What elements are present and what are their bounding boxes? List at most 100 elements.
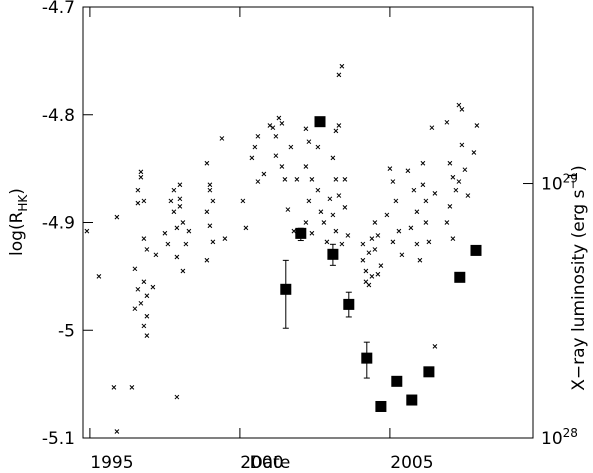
cross-point: [180, 220, 186, 225]
cross-point: [183, 241, 189, 247]
cross-point: [210, 198, 216, 204]
cross-point: [390, 179, 396, 184]
cross-point: [114, 214, 120, 220]
cross-point: [144, 293, 150, 299]
cross-point: [363, 268, 369, 274]
x-axis-label: Date: [250, 453, 291, 473]
cross-point: [261, 171, 267, 177]
cross-point: [414, 241, 420, 247]
square-point: [314, 116, 326, 128]
square-point: [470, 244, 482, 256]
y-tick-label: -4.7: [42, 0, 75, 18]
cross-point: [162, 230, 168, 236]
square-point: [343, 298, 355, 310]
cross-point: [474, 123, 480, 128]
cross-point: [135, 187, 141, 193]
cross-point: [177, 196, 183, 202]
cross-point: [144, 313, 150, 319]
cross-point: [327, 196, 333, 202]
cross-point: [372, 247, 378, 252]
cross-point: [411, 187, 417, 193]
cross-point: [165, 241, 171, 247]
cross-point: [249, 155, 255, 161]
cross-point: [375, 233, 381, 238]
y-axis-label: log(RHK): [7, 188, 30, 256]
cross-point: [132, 306, 138, 312]
cross-point: [360, 241, 366, 247]
cross-point: [273, 133, 279, 139]
cross-point: [378, 263, 384, 268]
cross-point: [279, 164, 285, 169]
cross-point: [459, 142, 465, 148]
cross-point: [330, 155, 336, 161]
cross-point: [432, 344, 438, 349]
cross-point: [309, 177, 315, 182]
cross-point: [306, 139, 312, 145]
cross-point: [279, 121, 285, 126]
cross-point: [339, 63, 345, 69]
square-point: [280, 283, 292, 295]
x-tick-label: 1995: [90, 453, 133, 473]
cross-point: [207, 187, 213, 193]
cross-point: [267, 123, 273, 128]
cross-point: [393, 198, 399, 204]
cross-point: [252, 144, 258, 150]
cross-point: [384, 212, 390, 218]
cross-point: [324, 239, 330, 245]
cross-point: [444, 220, 450, 225]
cross-point: [255, 133, 261, 139]
cross-point: [282, 177, 288, 182]
cross-point: [144, 247, 150, 252]
cross-point: [273, 153, 279, 159]
cross-point: [303, 164, 309, 169]
cross-point: [114, 429, 120, 434]
cross-point: [432, 191, 438, 196]
y-tick-label: -4.9: [42, 214, 75, 234]
cross-point: [471, 150, 477, 155]
cross-point: [210, 239, 216, 245]
cross-point: [174, 254, 180, 260]
cross-point: [135, 200, 141, 206]
cross-point: [414, 209, 420, 215]
square-point: [361, 352, 373, 364]
cross-point: [171, 209, 177, 215]
cross-point: [204, 160, 210, 166]
cross-point: [177, 182, 183, 188]
cross-point: [135, 286, 141, 292]
cross-point: [303, 220, 309, 225]
cross-point: [315, 187, 321, 193]
cross-point: [291, 228, 297, 234]
cross-point: [141, 279, 147, 285]
cross-point: [141, 198, 147, 204]
cross-point: [456, 179, 462, 184]
cross-point: [342, 205, 348, 210]
cross-point: [333, 128, 339, 134]
cross-point: [399, 252, 405, 258]
cross-point: [339, 241, 345, 247]
cross-point: [138, 174, 144, 180]
cross-point: [450, 236, 456, 242]
cross-point: [270, 125, 276, 131]
cross-point: [180, 268, 186, 274]
cross-point: [150, 284, 156, 290]
cross-point: [333, 177, 339, 182]
cross-point: [453, 187, 459, 193]
cross-point: [447, 203, 453, 209]
cross-point: [420, 182, 426, 188]
cross-point: [390, 239, 396, 245]
cross-point: [240, 198, 246, 204]
cross-point: [288, 144, 294, 150]
square-point: [423, 366, 435, 378]
cross-point: [330, 212, 336, 218]
cross-point: [405, 168, 411, 174]
cross-point: [336, 123, 342, 128]
cross-point: [138, 300, 144, 306]
cross-point: [177, 203, 183, 209]
y-tick-label: -5: [58, 321, 75, 341]
cross-point: [366, 282, 372, 288]
cross-point: [387, 166, 393, 171]
cross-point: [417, 257, 423, 263]
cross-point: [375, 271, 381, 277]
cross-point: [444, 119, 450, 125]
cross-point: [129, 385, 135, 390]
